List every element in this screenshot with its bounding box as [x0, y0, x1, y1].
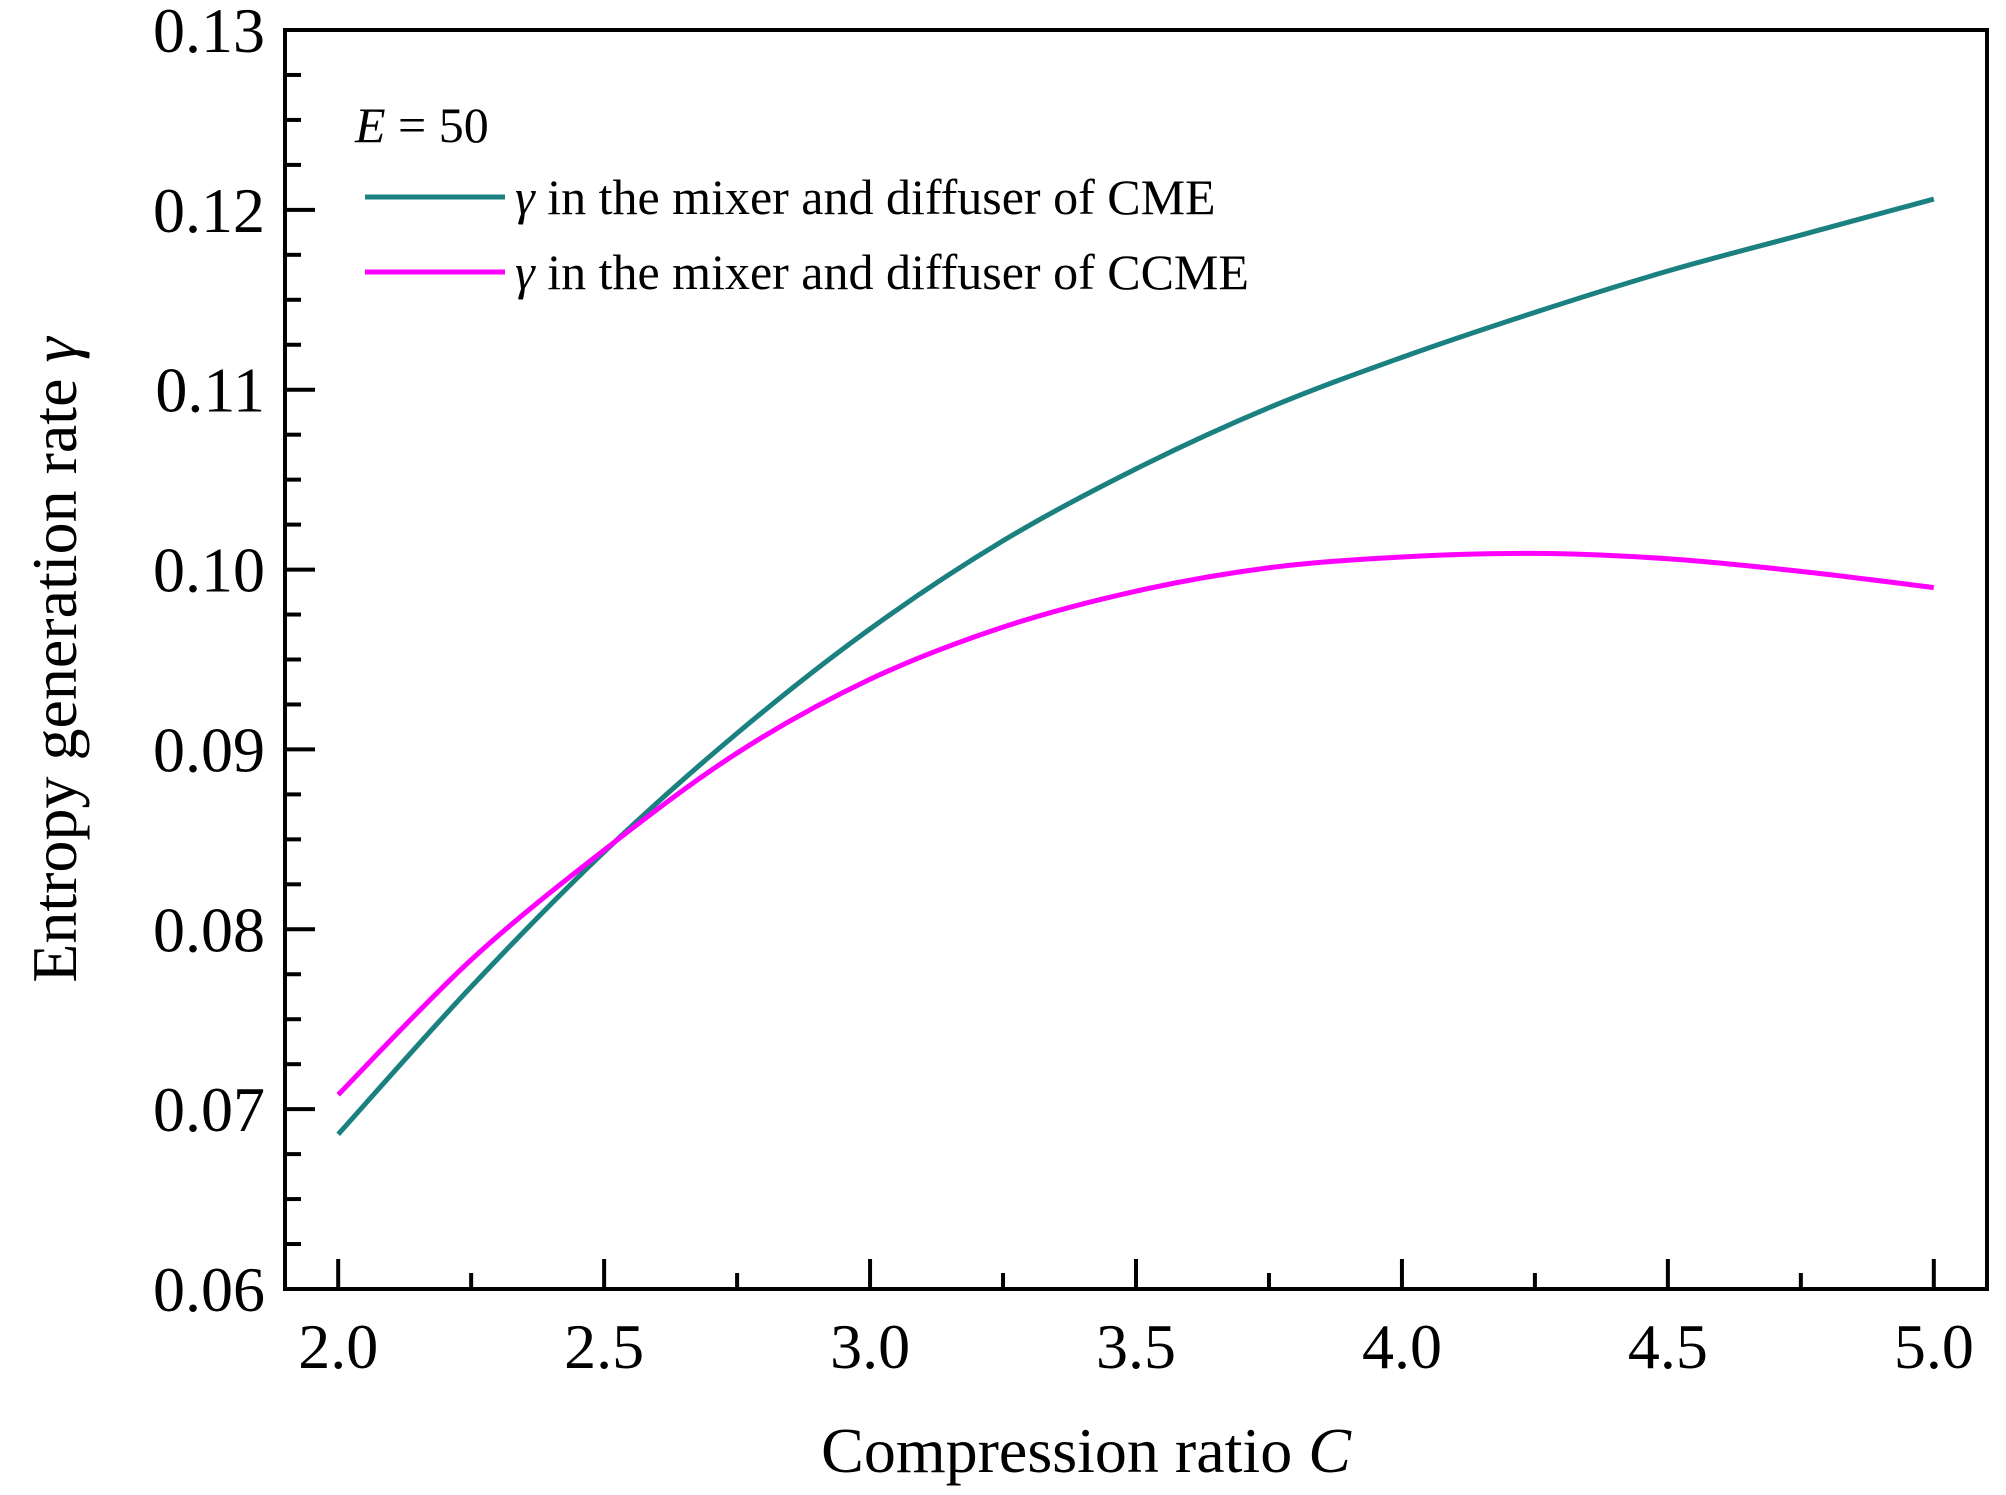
- legend: γ in the mixer and diffuser of CME γ in …: [365, 169, 1249, 300]
- y-tick-label: 0.07: [153, 1074, 265, 1145]
- x-axis-ticks: [336, 1259, 1936, 1289]
- x-tick-label: 3.0: [830, 1311, 910, 1382]
- y-tick-label: 0.06: [153, 1254, 265, 1325]
- legend-label-cme: γ in the mixer and diffuser of CME: [515, 169, 1216, 225]
- y-axis-title: Entropy generation rate γ: [19, 336, 90, 983]
- x-axis-title: Compression ratio C: [821, 1415, 1352, 1486]
- x-axis-title-text: Compression ratio: [821, 1415, 1292, 1486]
- y-tick-label: 0.10: [153, 535, 265, 606]
- annotation-value: = 50: [386, 97, 489, 153]
- y-axis-ticks: [285, 28, 315, 1291]
- y-axis-title-text: Entropy generation rate: [19, 379, 90, 983]
- y-tick-label: 0.08: [153, 894, 265, 965]
- y-tick-label: 0.11: [155, 355, 265, 426]
- x-tick-label: 4.5: [1628, 1311, 1708, 1382]
- y-axis-tick-labels: 0.06 0.07 0.08 0.09 0.10 0.11 0.12 0.13: [153, 0, 265, 1325]
- x-tick-label: 4.0: [1362, 1311, 1442, 1382]
- x-tick-label: 2.5: [564, 1311, 644, 1382]
- y-axis-title-var: γ: [19, 336, 90, 363]
- series-lines: [336, 196, 1935, 1136]
- annotation-text: E = 50: [354, 97, 489, 153]
- series-line-ccme: [336, 550, 1935, 1097]
- annotation-var: E: [354, 97, 386, 153]
- x-axis-tick-labels: 2.0 2.5 3.0 3.5 4.0 4.5 5.0: [298, 1311, 1974, 1382]
- legend-text-ccme: in the mixer and diffuser of CCME: [535, 244, 1249, 300]
- x-axis-title-var: C: [1308, 1415, 1352, 1486]
- y-tick-label: 0.09: [153, 714, 265, 785]
- y-tick-label: 0.13: [153, 0, 265, 66]
- x-tick-label: 5.0: [1894, 1311, 1974, 1382]
- legend-var-cme: γ: [515, 169, 536, 225]
- legend-var-ccme: γ: [515, 244, 536, 300]
- series-line-cme: [336, 196, 1935, 1136]
- x-tick-label: 2.0: [298, 1311, 378, 1382]
- y-tick-label: 0.12: [153, 175, 265, 246]
- legend-label-ccme: γ in the mixer and diffuser of CCME: [515, 244, 1249, 300]
- legend-text-cme: in the mixer and diffuser of CME: [535, 169, 1216, 225]
- x-tick-label: 3.5: [1096, 1311, 1176, 1382]
